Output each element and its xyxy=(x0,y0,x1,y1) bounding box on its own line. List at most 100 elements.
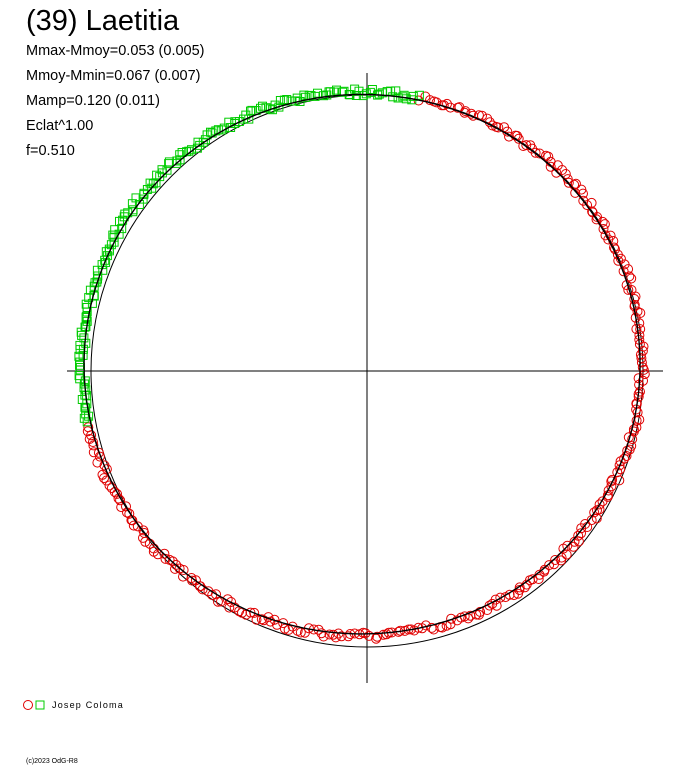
chart-title: (39) Laetitia xyxy=(26,5,180,37)
data-point-circle xyxy=(256,614,267,625)
data-point-circle xyxy=(614,460,625,471)
data-point-circle xyxy=(634,318,645,329)
data-point-circle xyxy=(598,224,609,234)
data-point-circle xyxy=(249,607,260,618)
data-point-circle xyxy=(226,597,237,607)
data-point-circle xyxy=(550,555,561,565)
data-point-circle xyxy=(495,592,506,603)
data-point-circle xyxy=(545,161,556,172)
legend-square-marker xyxy=(35,700,45,710)
data-point-square xyxy=(367,85,377,94)
data-point-square xyxy=(175,150,185,160)
data-point-square xyxy=(299,90,309,100)
data-point-circle xyxy=(599,219,610,230)
data-point-square xyxy=(75,374,85,384)
data-point-circle xyxy=(364,630,374,641)
data-point-circle xyxy=(573,536,584,547)
data-point-circle xyxy=(635,349,646,360)
data-point-circle xyxy=(504,131,514,142)
data-point-square xyxy=(224,117,234,127)
data-point-square xyxy=(81,312,91,322)
data-point-circle xyxy=(568,541,579,552)
data-point-square xyxy=(145,178,155,188)
data-point-square xyxy=(157,165,167,175)
data-point-circle xyxy=(587,206,598,217)
data-point-circle xyxy=(632,306,643,317)
data-point-circle xyxy=(628,426,639,437)
data-point-circle xyxy=(251,614,262,625)
data-point-circle xyxy=(573,530,584,541)
data-point-circle xyxy=(203,586,214,597)
data-point-circle xyxy=(589,507,600,518)
data-point-square xyxy=(110,225,120,235)
data-point-circle xyxy=(603,485,614,496)
data-point-circle xyxy=(594,499,605,510)
data-point-circle xyxy=(629,294,640,304)
legend: Josep Coloma xyxy=(22,698,124,712)
data-point-circle xyxy=(336,631,347,642)
data-point-circle xyxy=(614,475,625,486)
data-point-circle xyxy=(570,187,581,198)
data-point-circle xyxy=(530,147,541,158)
data-point-circle xyxy=(603,234,614,245)
data-point-square xyxy=(274,102,284,112)
data-point-square xyxy=(115,216,124,226)
data-point-circle xyxy=(92,457,103,468)
data-point-square xyxy=(246,106,255,116)
data-point-circle xyxy=(93,447,104,458)
copyright-note: (c)2023 OdG-R8 xyxy=(26,758,78,765)
data-point-circle xyxy=(638,375,648,386)
data-point-circle xyxy=(88,437,98,447)
data-point-circle xyxy=(272,619,282,630)
data-point-square xyxy=(358,91,368,101)
stat-mmoy-mmin: Mmoy-Mmin=0.067 (0.007) xyxy=(26,68,201,84)
data-point-circle xyxy=(631,404,642,415)
data-point-circle xyxy=(328,629,339,640)
data-point-circle xyxy=(148,546,159,557)
data-point-square xyxy=(101,257,111,267)
data-point-circle xyxy=(513,588,523,599)
data-point-circle xyxy=(606,476,617,487)
data-points xyxy=(74,84,650,644)
legend-markers xyxy=(23,700,45,710)
data-point-circle xyxy=(551,167,562,178)
data-point-square xyxy=(338,87,348,97)
data-point-circle xyxy=(229,602,240,613)
data-point-square xyxy=(386,86,396,96)
data-point-circle xyxy=(381,629,392,640)
data-point-square xyxy=(81,299,91,309)
data-point-square xyxy=(108,230,118,240)
data-point-square xyxy=(78,350,88,360)
data-point-circle xyxy=(521,140,532,151)
data-point-circle xyxy=(442,98,452,109)
data-point-circle xyxy=(112,488,122,499)
data-point-square xyxy=(408,91,418,101)
data-point-circle xyxy=(88,447,99,458)
data-point-square xyxy=(175,155,185,165)
data-point-circle xyxy=(425,95,435,106)
data-point-circle xyxy=(578,188,588,199)
data-point-circle xyxy=(618,266,629,277)
data-point-circle xyxy=(491,600,502,611)
data-point-square xyxy=(192,143,202,153)
data-point-circle xyxy=(138,532,148,543)
data-point-square xyxy=(365,87,375,97)
data-point-square xyxy=(172,156,182,166)
data-point-circle xyxy=(613,255,624,266)
data-point-square xyxy=(200,135,210,145)
data-point-circle xyxy=(582,200,593,211)
data-point-circle xyxy=(159,548,170,559)
data-point-square xyxy=(217,125,227,135)
stat-mamp: Mamp=0.120 (0.011) xyxy=(26,93,160,109)
data-point-circle xyxy=(621,451,632,461)
stat-eclat: Eclat^1.00 xyxy=(26,118,94,134)
data-point-circle xyxy=(121,501,131,512)
data-point-circle xyxy=(343,631,354,642)
data-point-square xyxy=(80,322,90,332)
data-point-square xyxy=(148,179,158,189)
data-point-circle xyxy=(426,622,437,633)
legend-observer: Josep Coloma xyxy=(52,700,124,710)
data-point-square xyxy=(152,170,162,180)
